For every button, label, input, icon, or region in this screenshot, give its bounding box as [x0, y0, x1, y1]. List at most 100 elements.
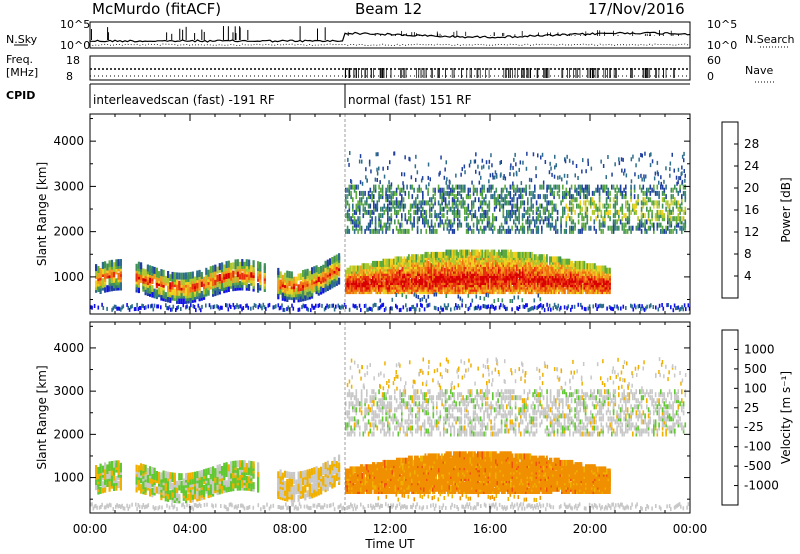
data-cell — [135, 263, 138, 271]
data-cell — [370, 279, 373, 285]
data-cell — [517, 279, 520, 285]
data-cell — [480, 175, 482, 180]
data-cell — [250, 265, 253, 273]
data-cell — [574, 222, 576, 228]
data-cell — [378, 260, 380, 267]
data-cell — [566, 154, 568, 159]
data-cell — [460, 194, 463, 200]
data-cell — [583, 216, 585, 222]
data-cell — [302, 275, 305, 283]
data-cell — [209, 266, 212, 274]
data-cell — [516, 197, 519, 203]
data-cell — [360, 281, 362, 288]
data-cell — [367, 263, 370, 270]
data-cell — [672, 228, 674, 234]
data-cell — [569, 225, 571, 231]
data-cell — [681, 171, 683, 176]
data-cell — [444, 272, 446, 279]
data-cell — [245, 275, 248, 283]
data-cell — [614, 162, 616, 167]
data-cell — [424, 251, 427, 258]
data-cell — [539, 184, 541, 190]
data-cell — [511, 285, 514, 292]
data-cell — [534, 184, 536, 190]
data-cell — [131, 304, 133, 309]
data-cell — [516, 272, 518, 279]
data-cell — [404, 155, 406, 160]
data-cell — [463, 164, 466, 169]
data-cell — [477, 164, 479, 169]
data-cell — [385, 258, 388, 265]
data-cell — [465, 216, 468, 222]
data-cell — [383, 203, 386, 209]
data-cell — [200, 271, 203, 279]
data-cell — [418, 256, 421, 263]
data-cell — [395, 187, 398, 193]
data-cell — [597, 206, 599, 212]
data-cell — [646, 219, 648, 225]
data-cell — [394, 200, 396, 206]
data-cell — [151, 303, 153, 308]
data-cell — [387, 194, 389, 200]
data-cell — [430, 263, 433, 270]
data-cell — [577, 213, 580, 219]
data-cell — [525, 274, 527, 281]
data-cell — [453, 265, 455, 272]
data-cell — [535, 206, 538, 212]
data-cell — [455, 194, 457, 200]
data-cell — [658, 190, 660, 196]
data-cell — [491, 172, 494, 177]
data-cell — [584, 194, 587, 200]
data-cell — [158, 271, 161, 279]
data-cell — [247, 305, 250, 310]
data-cell — [668, 228, 671, 234]
data-cell — [135, 307, 137, 311]
data-cell — [667, 200, 669, 206]
data-cell — [423, 200, 426, 206]
data-cell — [504, 249, 506, 256]
data-cell — [378, 228, 380, 234]
data-cell — [277, 281, 280, 289]
data-cell — [502, 203, 505, 209]
data-cell — [322, 286, 325, 294]
data-cell — [475, 249, 478, 256]
data-cell — [360, 197, 363, 203]
data-cell — [564, 159, 567, 164]
data-cell — [684, 190, 687, 196]
data-cell — [651, 200, 653, 206]
data-cell — [151, 266, 154, 274]
data-cell — [205, 303, 207, 308]
data-cell — [673, 168, 675, 173]
data-cell — [426, 272, 428, 279]
data-cell — [475, 152, 477, 157]
data-cell — [445, 281, 448, 288]
data-cell — [97, 266, 100, 273]
data-cell — [478, 171, 481, 176]
data-cell — [593, 219, 596, 225]
data-cell — [364, 267, 367, 274]
data-cell — [462, 288, 464, 295]
data-cell — [259, 261, 262, 269]
data-cell — [422, 213, 424, 219]
data-cell — [498, 249, 500, 256]
data-cell — [385, 222, 387, 228]
data-cell — [213, 304, 216, 309]
data-cell — [519, 251, 521, 258]
data-cell — [430, 206, 433, 212]
data-cell — [171, 293, 174, 301]
data-cell — [348, 213, 351, 219]
data-cell — [481, 213, 484, 219]
data-cell — [371, 228, 373, 234]
data-cell — [178, 288, 181, 296]
data-cell — [663, 187, 666, 193]
data-cell — [317, 280, 320, 288]
data-cell — [458, 200, 461, 206]
data-cell — [460, 172, 462, 177]
data-cell — [520, 251, 523, 258]
data-cell — [618, 157, 620, 162]
data-cell — [499, 279, 502, 285]
data-cell — [490, 249, 493, 256]
data-cell — [499, 251, 502, 258]
data-cell — [614, 194, 617, 200]
data-cell — [322, 281, 325, 288]
